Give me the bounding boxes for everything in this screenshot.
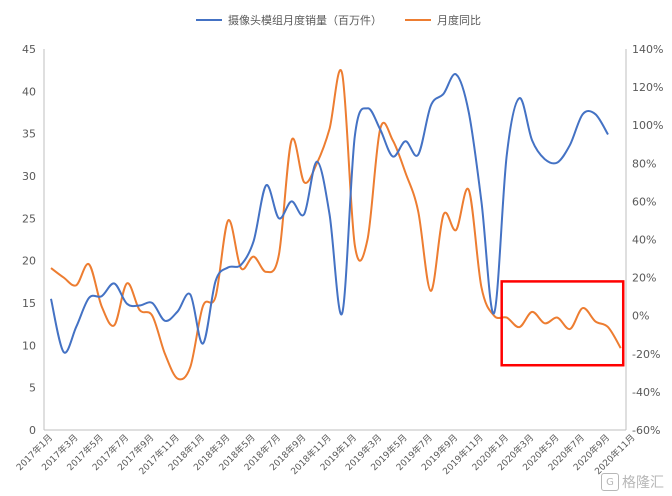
right-tick-label: 80% [632, 157, 656, 170]
right-tick-label: 40% [632, 234, 656, 247]
right-tick-label: -40% [632, 386, 660, 399]
right-tick-label: -20% [632, 348, 660, 361]
series-lines [50, 69, 622, 381]
watermark-text: 格隆汇 [622, 475, 664, 491]
series-line-yoy [50, 69, 622, 381]
legend-label-yoy: 月度同比 [437, 13, 481, 27]
left-tick-label: 15 [22, 297, 36, 310]
left-tick-label: 25 [22, 212, 36, 225]
left-tick-label: 40 [22, 85, 36, 98]
highlight-box [500, 280, 625, 367]
right-tick-label: 140% [632, 43, 663, 56]
x-axis: 2017年1月2017年3月2017年5月2017年7月2017年9月2017年… [14, 429, 637, 477]
left-tick-label: 35 [22, 128, 36, 141]
left-tick-label: 30 [22, 170, 36, 183]
left-axis: 0 5 10 15 20 25 30 35 40 45 [22, 43, 45, 437]
left-tick-label: 5 [29, 382, 36, 395]
legend-label-sales: 摄像头模组月度销量（百万件） [228, 13, 382, 27]
watermark: G 格隆汇 [601, 472, 664, 492]
watermark-logo-icon: G [601, 473, 619, 491]
legend: 摄像头模组月度销量（百万件） 月度同比 [196, 13, 481, 27]
right-tick-label: 20% [632, 272, 656, 285]
right-tick-label: 120% [632, 81, 663, 94]
series-line-sales [50, 73, 609, 354]
right-tick-label: 0% [632, 310, 649, 323]
left-tick-label: 10 [22, 339, 36, 352]
annotations [500, 280, 625, 367]
left-tick-label: 45 [22, 43, 36, 56]
left-tick-label: 0 [29, 424, 36, 437]
right-axis: -60% -40% -20% 0% 20% 40% 60% 80% 100% 120% 140% [625, 43, 663, 437]
right-tick-label: 100% [632, 119, 663, 132]
right-tick-label: 60% [632, 195, 656, 208]
right-tick-label: -60% [632, 424, 660, 437]
left-tick-label: 20 [22, 255, 36, 268]
